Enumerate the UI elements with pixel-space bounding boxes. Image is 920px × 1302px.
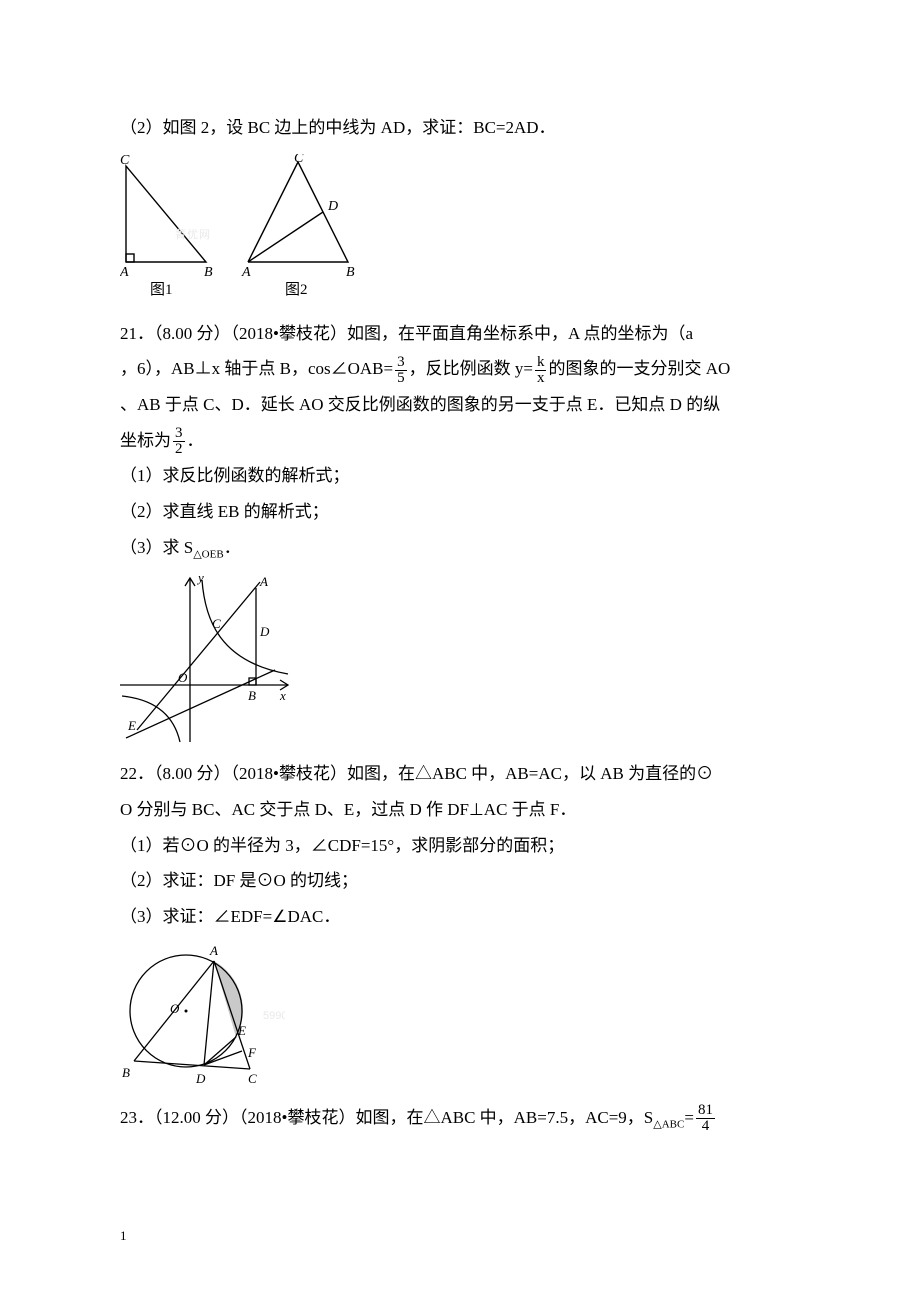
q21-part3: （3）求 S△OEB． xyxy=(120,530,805,566)
q21-fig-label-B: B xyxy=(248,688,256,703)
q21-fig-label-A: A xyxy=(259,574,268,589)
q20-fig2-label-D: D xyxy=(327,199,338,214)
q21-part2: （2）求直线 EB 的解析式； xyxy=(120,494,805,530)
q23-line1-a: 23．（12.00 分）（2018•攀枝花）如图，在△ABC 中，AB=7.5，… xyxy=(120,1108,653,1127)
q22-part2: （2）求证：DF 是⊙O 的切线； xyxy=(120,863,805,899)
q22-fig-label-E: E xyxy=(237,1023,246,1038)
q20-fig2-label-C: C xyxy=(294,154,304,166)
document-page: 菁优网 （2）如图 2，设 BC 边上的中线为 AD，求证：BC=2AD． A … xyxy=(0,0,920,1302)
q21-fig-label-x: x xyxy=(279,688,286,703)
watermark: 59900.73 xyxy=(263,1010,285,1022)
q20-fig2-label-A: A xyxy=(241,265,251,280)
q21-fig-label-E: E xyxy=(127,718,136,733)
q20-fig2-caption: 图2 xyxy=(285,281,308,298)
q21-line4-b: ． xyxy=(187,431,204,450)
q20-fig1-label-A: A xyxy=(120,265,129,280)
q20-figures-row: A B C 图1 A B C D 图2 xyxy=(120,150,805,310)
q23-line1-b: = xyxy=(684,1108,694,1127)
q22-fig-label-B: B xyxy=(122,1065,130,1080)
q21-fig-label-C: C xyxy=(212,616,221,631)
q20-fig1-label-C: C xyxy=(120,154,130,168)
q22-fig-label-F: F xyxy=(247,1045,257,1060)
q22-fig-label-C: C xyxy=(248,1071,257,1086)
q23-line1: 23．（12.00 分）（2018•攀枝花）如图，在△ABC 中，AB=7.5，… xyxy=(120,1100,805,1136)
q22-line2: O 分别与 BC、AC 交于点 D、E，过点 D 作 DF⊥AC 于点 F． xyxy=(120,792,805,828)
q21-line2-c: 的图象的一支分别交 AO xyxy=(548,359,730,378)
q21-part3-a: （3）求 S xyxy=(120,538,193,557)
q21-part3-sub: △OEB xyxy=(193,548,223,560)
q21-line3: 、AB 于点 C、D．延长 AO 交反比例函数的图象的另一支于点 E．已知点 D… xyxy=(120,387,805,423)
q20-fig1-caption: 图1 xyxy=(150,281,173,298)
q22-part3: （3）求证：∠EDF=∠DAC． xyxy=(120,899,805,935)
q21-frac-3-5: 35 xyxy=(395,355,407,386)
q23-line1-sub: △ABC xyxy=(653,1118,684,1130)
q22-line1: 22．（8.00 分）（2018•攀枝花）如图，在△ABC 中，AB=AC，以 … xyxy=(120,756,805,792)
q21-fig-label-y: y xyxy=(196,570,204,585)
q21-fig-label-D: D xyxy=(259,624,270,639)
q20-figure-2: A B C D 图2 xyxy=(240,154,370,304)
q21-figure: O A B C D E x y xyxy=(120,570,295,745)
q22-figure: 59900.73 A B C D E F O xyxy=(120,939,285,1089)
q21-fig-label-O: O xyxy=(178,670,188,685)
q22-part1: （1）若⊙O 的半径为 3，∠CDF=15°，求阴影部分的面积； xyxy=(120,828,805,864)
q20-fig2-label-B: B xyxy=(346,265,355,280)
q21-line2: ，6），AB⊥x 轴于点 B，cos∠OAB=35，反比例函数 y=kx的图象的… xyxy=(120,351,805,387)
q22-fig-label-O: O xyxy=(170,1001,180,1016)
page-number: 1 xyxy=(120,1228,127,1244)
q23-frac-81-4: 814 xyxy=(696,1103,715,1134)
q22-fig-label-A: A xyxy=(209,943,218,958)
q21-frac-3-2: 32 xyxy=(173,426,185,457)
q21-part1: （1）求反比例函数的解析式； xyxy=(120,458,805,494)
q21-line4-a: 坐标为 xyxy=(120,431,171,450)
q21-line4: 坐标为32． xyxy=(120,423,805,459)
q21-part3-b: ． xyxy=(224,538,241,557)
q21-frac-k-x: kx xyxy=(535,355,547,386)
q21-line1: 21．（8.00 分）（2018•攀枝花）如图，在平面直角坐标系中，A 点的坐标… xyxy=(120,316,805,352)
q21-line2-b: ，反比例函数 y= xyxy=(409,359,533,378)
q20-part2-text: （2）如图 2，设 BC 边上的中线为 AD，求证：BC=2AD． xyxy=(120,110,805,146)
q21-line2-a: ，6），AB⊥x 轴于点 B，cos∠OAB= xyxy=(120,359,393,378)
q22-fig-label-D: D xyxy=(195,1071,206,1086)
q20-fig1-label-B: B xyxy=(204,265,213,280)
q20-figure-1: A B C 图1 xyxy=(120,154,220,304)
